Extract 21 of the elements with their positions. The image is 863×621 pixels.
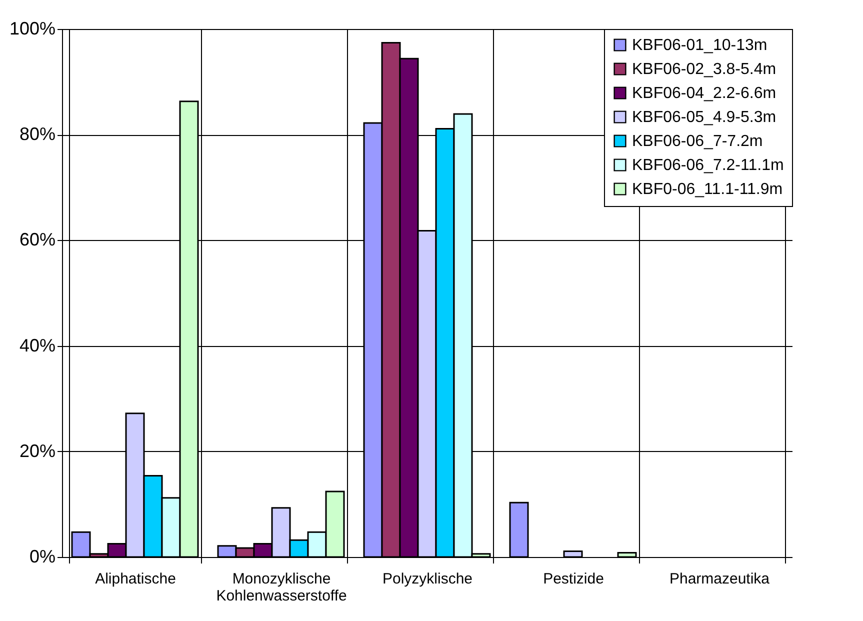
y-tick-label: 100% [9,18,56,38]
legend-label: KBF0-06_11.1-11.9m [632,181,783,198]
y-tick-label: 40% [19,335,56,356]
y-tick-label: 0% [29,546,56,566]
bar [509,502,529,558]
legend-label: KBF06-02_3.8-5.4m [632,61,776,78]
legend-label: KBF06-06_7.2-11.1m [632,157,784,174]
x-tick-label: Pharmazeutika [669,570,770,588]
x-tick-label: Pestizide [543,570,604,588]
x-tick-label: Monozyklische Kohlenwasserstoffe [216,570,347,604]
y-tick-label: 20% [19,440,56,461]
y-tick-label: 80% [19,124,56,144]
bar [563,550,583,558]
bar [617,552,637,558]
legend-label: KBF06-01_10-13m [632,37,768,54]
x-tick-label: Polyzyklische [382,570,473,588]
legend-label: KBF06-04_2.2-6.6m [632,85,776,102]
x-tick-label: Aliphatische [95,570,176,588]
legend-label: KBF06-05_4.9-5.3m [632,109,776,126]
legend-label: KBF06-06_7-7.2m [632,133,763,150]
y-tick-label: 60% [19,230,56,250]
